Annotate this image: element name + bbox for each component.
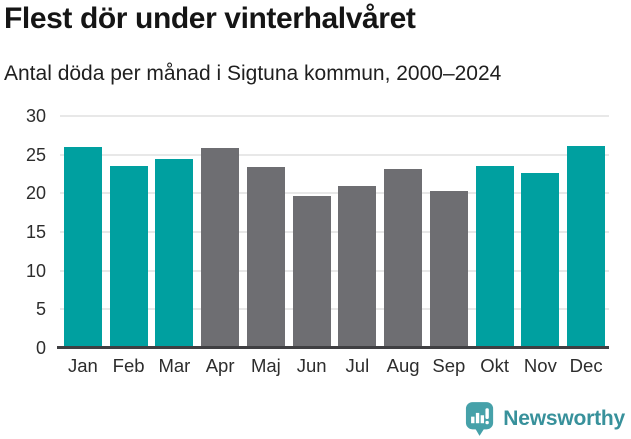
gridline-30 [60, 115, 609, 117]
chart-subtitle: Antal döda per månad i Sigtuna kommun, 2… [4, 62, 502, 85]
bar-apr [201, 148, 240, 348]
bar-column-aug [380, 116, 426, 348]
bar-column-jun [289, 116, 335, 348]
y-axis-labels: 0 5 10 15 20 25 30 [0, 106, 46, 358]
bar-jun [292, 196, 331, 348]
x-axis-line [57, 346, 609, 349]
bar-maj [246, 167, 285, 348]
bar-dec [567, 146, 606, 348]
chart-title: Flest dör under vinterhalvåret [4, 2, 416, 35]
bar-sep [429, 191, 468, 348]
x-tick-aug: Aug [386, 355, 420, 376]
x-tick-nov: Nov [523, 355, 557, 376]
y-tick-5: 5 [35, 299, 46, 320]
newsworthy-logo-text: Newsworthy [503, 407, 625, 430]
y-tick-25: 25 [25, 144, 46, 165]
bar-feb [109, 165, 148, 348]
bar-nov [521, 173, 560, 348]
bar-column-nov [518, 116, 564, 348]
gridline-15 [60, 231, 609, 233]
bar-column-mar [152, 116, 198, 348]
bar-column-sep [426, 116, 472, 348]
bar-column-apr [197, 116, 243, 348]
bar-mar [155, 158, 194, 348]
x-tick-dec: Dec [569, 355, 603, 376]
y-tick-20: 20 [25, 183, 46, 204]
bar-column-dec [563, 116, 609, 348]
bar-jan [63, 146, 102, 348]
x-tick-maj: Maj [250, 355, 281, 376]
bar-jul [338, 186, 377, 348]
x-tick-mar: Mar [158, 355, 191, 376]
x-tick-sep: Sep [432, 355, 466, 376]
gridline-5 [60, 308, 609, 311]
bar-column-okt [472, 116, 518, 348]
bar-column-feb [106, 116, 152, 348]
x-tick-feb: Feb [112, 355, 145, 376]
gridline-10 [60, 269, 609, 272]
bar-column-jan [60, 116, 106, 348]
bars [60, 116, 609, 348]
y-tick-15: 15 [25, 222, 46, 242]
bar-column-jul [335, 116, 381, 348]
y-tick-10: 10 [25, 260, 46, 281]
x-tick-jun: Jun [296, 355, 327, 376]
y-tick-30: 30 [25, 106, 46, 126]
x-tick-okt: Okt [480, 355, 510, 376]
x-tick-apr: Apr [205, 355, 235, 376]
gridline-25 [60, 153, 609, 156]
x-axis-labels: Jan Feb Mar Apr Maj Jun Jul Aug Sep Okt Nov Dec [60, 355, 609, 379]
gridline-20 [60, 192, 609, 195]
y-tick-0: 0 [35, 338, 46, 358]
plot-area [57, 115, 609, 349]
bar-aug [384, 169, 423, 348]
bar-column-maj [243, 116, 289, 348]
newsworthy-logo[interactable]: Newsworthy [465, 401, 625, 437]
newsworthy-logo-icon [466, 402, 494, 436]
x-tick-jan: Jan [67, 355, 98, 376]
x-tick-jul: Jul [345, 355, 370, 376]
bar-okt [475, 165, 514, 348]
